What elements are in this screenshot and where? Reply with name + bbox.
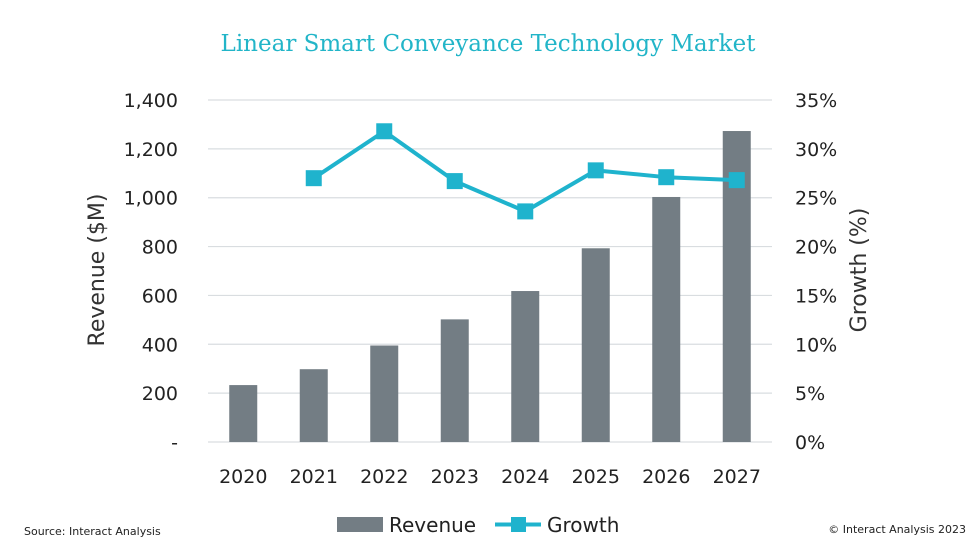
revenue-bar [652, 196, 681, 442]
growth-marker [446, 173, 463, 190]
y-tick-label: 800 [142, 237, 178, 259]
y2-tick-label: 25% [795, 188, 837, 210]
y-tick-label: 1,000 [124, 188, 178, 210]
growth-marker [305, 170, 322, 187]
revenue-bar [511, 291, 540, 442]
source-note: Source: Interact Analysis [24, 525, 161, 538]
legend-growth-marker [511, 517, 526, 532]
x-axis-ticks: 2020 2021 2022 2023 2024 2025 2026 2027 [219, 466, 761, 488]
y-tick-label: 600 [142, 285, 178, 307]
y-tick-label: 1,400 [124, 90, 178, 112]
revenue-bar [229, 385, 258, 442]
legend-growth-label: Growth [547, 513, 619, 537]
y2-tick-label: 30% [795, 139, 837, 161]
y2-tick-label: 10% [795, 334, 837, 356]
y2-tick-label: 35% [795, 90, 837, 112]
y2-tick-label: 15% [795, 285, 837, 307]
chart-title: Linear Smart Conveyance Technology Marke… [221, 31, 757, 57]
x-tick-label: 2020 [219, 466, 267, 488]
y2-tick-label: 20% [795, 237, 837, 259]
y2-axis-ticks: 0% 5% 10% 15% 20% 25% 30% 35% [795, 90, 837, 454]
legend-revenue-label: Revenue [389, 513, 476, 537]
y2-tick-label: 5% [795, 383, 825, 405]
growth-marker [376, 123, 393, 140]
x-tick-label: 2025 [572, 466, 620, 488]
x-tick-label: 2022 [360, 466, 408, 488]
legend: Revenue Growth [337, 513, 619, 537]
y-axis-title: Revenue ($M) [85, 194, 110, 347]
revenue-bar [299, 369, 328, 442]
revenue-bar [440, 319, 469, 442]
growth-marker [587, 162, 604, 179]
y-axis-ticks: - 200 400 600 800 1,000 1,200 1,400 [124, 90, 178, 454]
revenue-bar [370, 345, 399, 442]
growth-marker [658, 169, 675, 186]
y2-axis-title: Growth (%) [847, 208, 872, 333]
revenue-bar [581, 248, 610, 442]
legend-revenue-swatch [337, 517, 383, 532]
growth-marker [517, 203, 534, 220]
x-tick-label: 2027 [713, 466, 761, 488]
x-tick-label: 2023 [431, 466, 479, 488]
growth-line [305, 123, 745, 220]
y-tick-label: - [171, 432, 178, 454]
growth-marker [728, 172, 745, 189]
x-tick-label: 2024 [501, 466, 549, 488]
x-tick-label: 2026 [642, 466, 690, 488]
x-tick-label: 2021 [290, 466, 338, 488]
y2-tick-label: 0% [795, 432, 825, 454]
y-tick-label: 200 [142, 383, 178, 405]
y-tick-label: 1,200 [124, 139, 178, 161]
gridlines [208, 99, 772, 443]
copyright-note: © Interact Analysis 2023 [828, 523, 966, 536]
y-tick-label: 400 [142, 334, 178, 356]
